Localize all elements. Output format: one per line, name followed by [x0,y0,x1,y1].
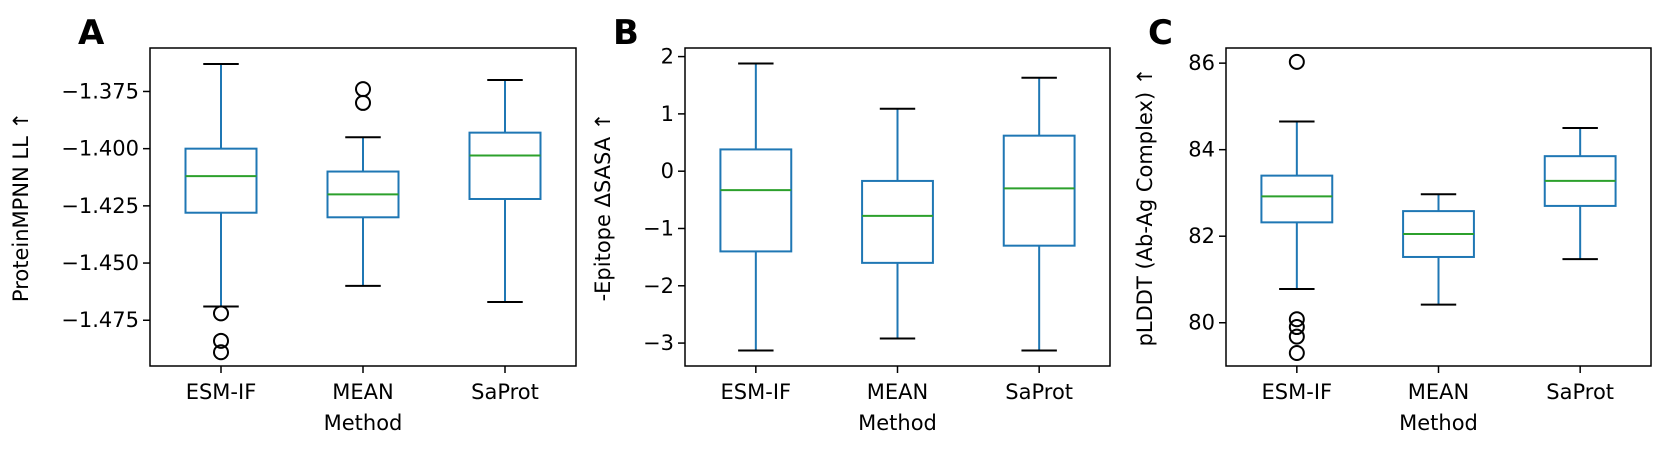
y-tick-label: −1.425 [61,194,139,218]
outlier-point [213,344,229,361]
x-tick-label: SaProt [471,380,539,404]
box-saprot [468,79,542,303]
x-tick-label: SaProt [1005,380,1073,404]
box-saprot [1543,127,1617,261]
y-tick-label: −3 [643,331,674,355]
iqr-box [1002,134,1076,247]
box-esm-if [1260,53,1334,362]
panel-letter: A [78,13,105,53]
panel-letter: B [613,13,639,53]
y-tick-label: −1.400 [61,137,139,161]
y-tick-label: 2 [661,45,674,69]
x-tick-label: ESM-IF [186,380,257,404]
x-tick-label: ESM-IF [721,380,792,404]
panel-a: −1.375 −1.400 −1.425 −1.450 −1.475 ESM-IF MEAN… [9,13,577,435]
y-tick-label: 0 [661,159,674,183]
y-axis-label: -Epitope ΔSASA ↑ [591,113,615,302]
y-tick-label: 82 [1188,224,1215,248]
outlier-point [1288,311,1305,328]
x-axis-label: Method [1399,411,1478,435]
box-saprot [1002,76,1076,352]
iqr-box [184,147,258,214]
x-tick-label: MEAN [1408,380,1469,404]
x-tick-label: MEAN [867,380,928,404]
y-tick-label: −2 [643,274,674,298]
outlier-point [213,332,229,349]
outlier-point [1288,319,1305,336]
y-tick-label: 1 [661,102,674,126]
outlier-point [1288,328,1305,345]
y-tick-label: −1.450 [61,251,139,275]
y-tick-label: −1.375 [61,79,139,103]
box-esm-if [184,63,258,361]
y-tick-label: 84 [1188,138,1215,162]
outlier-point [213,305,229,322]
outlier-point [355,81,371,98]
box-mean [1402,193,1475,306]
panel-c: 86 84 82 80 ESM-IF MEAN SaProt Method pLDDT (Ab-… [1133,13,1652,435]
iqr-box [861,179,934,264]
panel-letter: C [1148,13,1173,53]
x-tick-label: SaProt [1546,380,1614,404]
outlier-point [1288,53,1305,70]
box-mean [326,81,400,287]
outlier-point [355,94,371,111]
y-tick-label: 80 [1188,311,1215,335]
iqr-box [468,131,542,200]
y-tick-label: 86 [1188,51,1215,75]
y-tick-label: −1 [643,216,674,240]
outlier-point [1288,345,1305,362]
x-axis-label: Method [858,411,937,435]
y-axis-label: ProteinMPNN LL ↑ [9,112,33,302]
x-axis-label: Method [324,411,403,435]
iqr-box [1260,174,1334,224]
x-tick-label: ESM-IF [1262,380,1333,404]
x-tick-label: MEAN [332,380,393,404]
y-tick-label: −1.475 [61,308,139,332]
panel-b: 2 1 0 −1 −2 −3 ESM-IF MEAN SaProt Method -Epitope … [591,13,1111,435]
box-mean [861,107,934,340]
y-axis-label: pLDDT (Ab-Ag Complex) ↑ [1133,68,1157,347]
iqr-box [719,148,793,253]
box-esm-if [719,62,793,352]
